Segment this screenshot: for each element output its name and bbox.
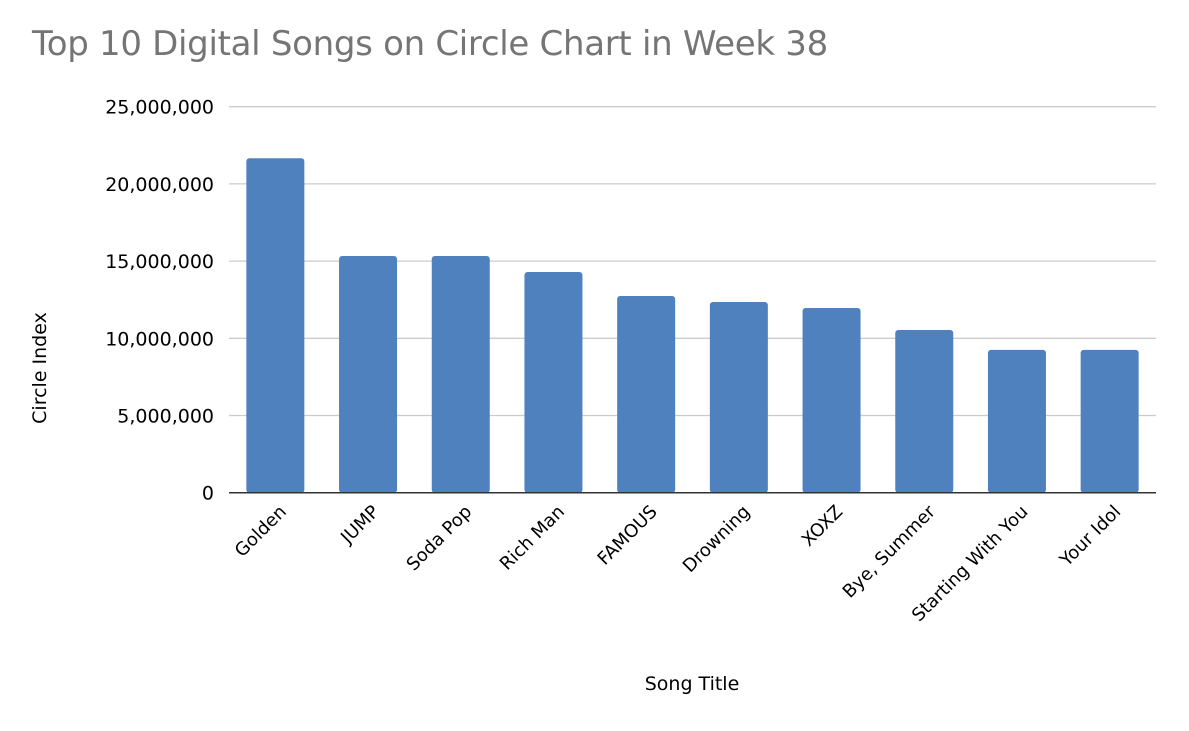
y-tick-label: 20,000,000: [105, 174, 214, 196]
bar: [246, 158, 305, 493]
x-tick-label: Your Idol: [1055, 501, 1125, 571]
bar: [987, 349, 1046, 493]
bar: [431, 256, 490, 493]
x-tick-label: FAMOUS: [594, 501, 662, 569]
x-tick-label: Soda Pop: [403, 501, 477, 575]
y-tick-label: 10,000,000: [105, 328, 214, 350]
bar: [709, 302, 768, 493]
x-axis-label: Song Title: [644, 673, 740, 695]
x-tick-label: Drowning: [679, 501, 755, 577]
x-tick-label: XOXZ: [798, 501, 847, 550]
bar: [524, 272, 583, 493]
x-tick-label: JUMP: [336, 501, 383, 548]
bar: [339, 256, 398, 493]
bar: [1080, 349, 1139, 493]
x-tick-label: Golden: [231, 501, 291, 561]
y-tick-label: 0: [202, 483, 214, 505]
bar: [617, 295, 676, 493]
x-tick-label: Bye, Summer: [839, 501, 940, 602]
bar: [802, 308, 861, 493]
y-tick-label: 5,000,000: [117, 406, 214, 428]
bar: [895, 329, 954, 493]
y-tick-label: 15,000,000: [105, 251, 214, 273]
x-tick-label: Rich Man: [496, 501, 569, 574]
chart-title: Top 10 Digital Songs on Circle Chart in …: [32, 24, 828, 64]
y-tick-label: 25,000,000: [105, 97, 214, 119]
